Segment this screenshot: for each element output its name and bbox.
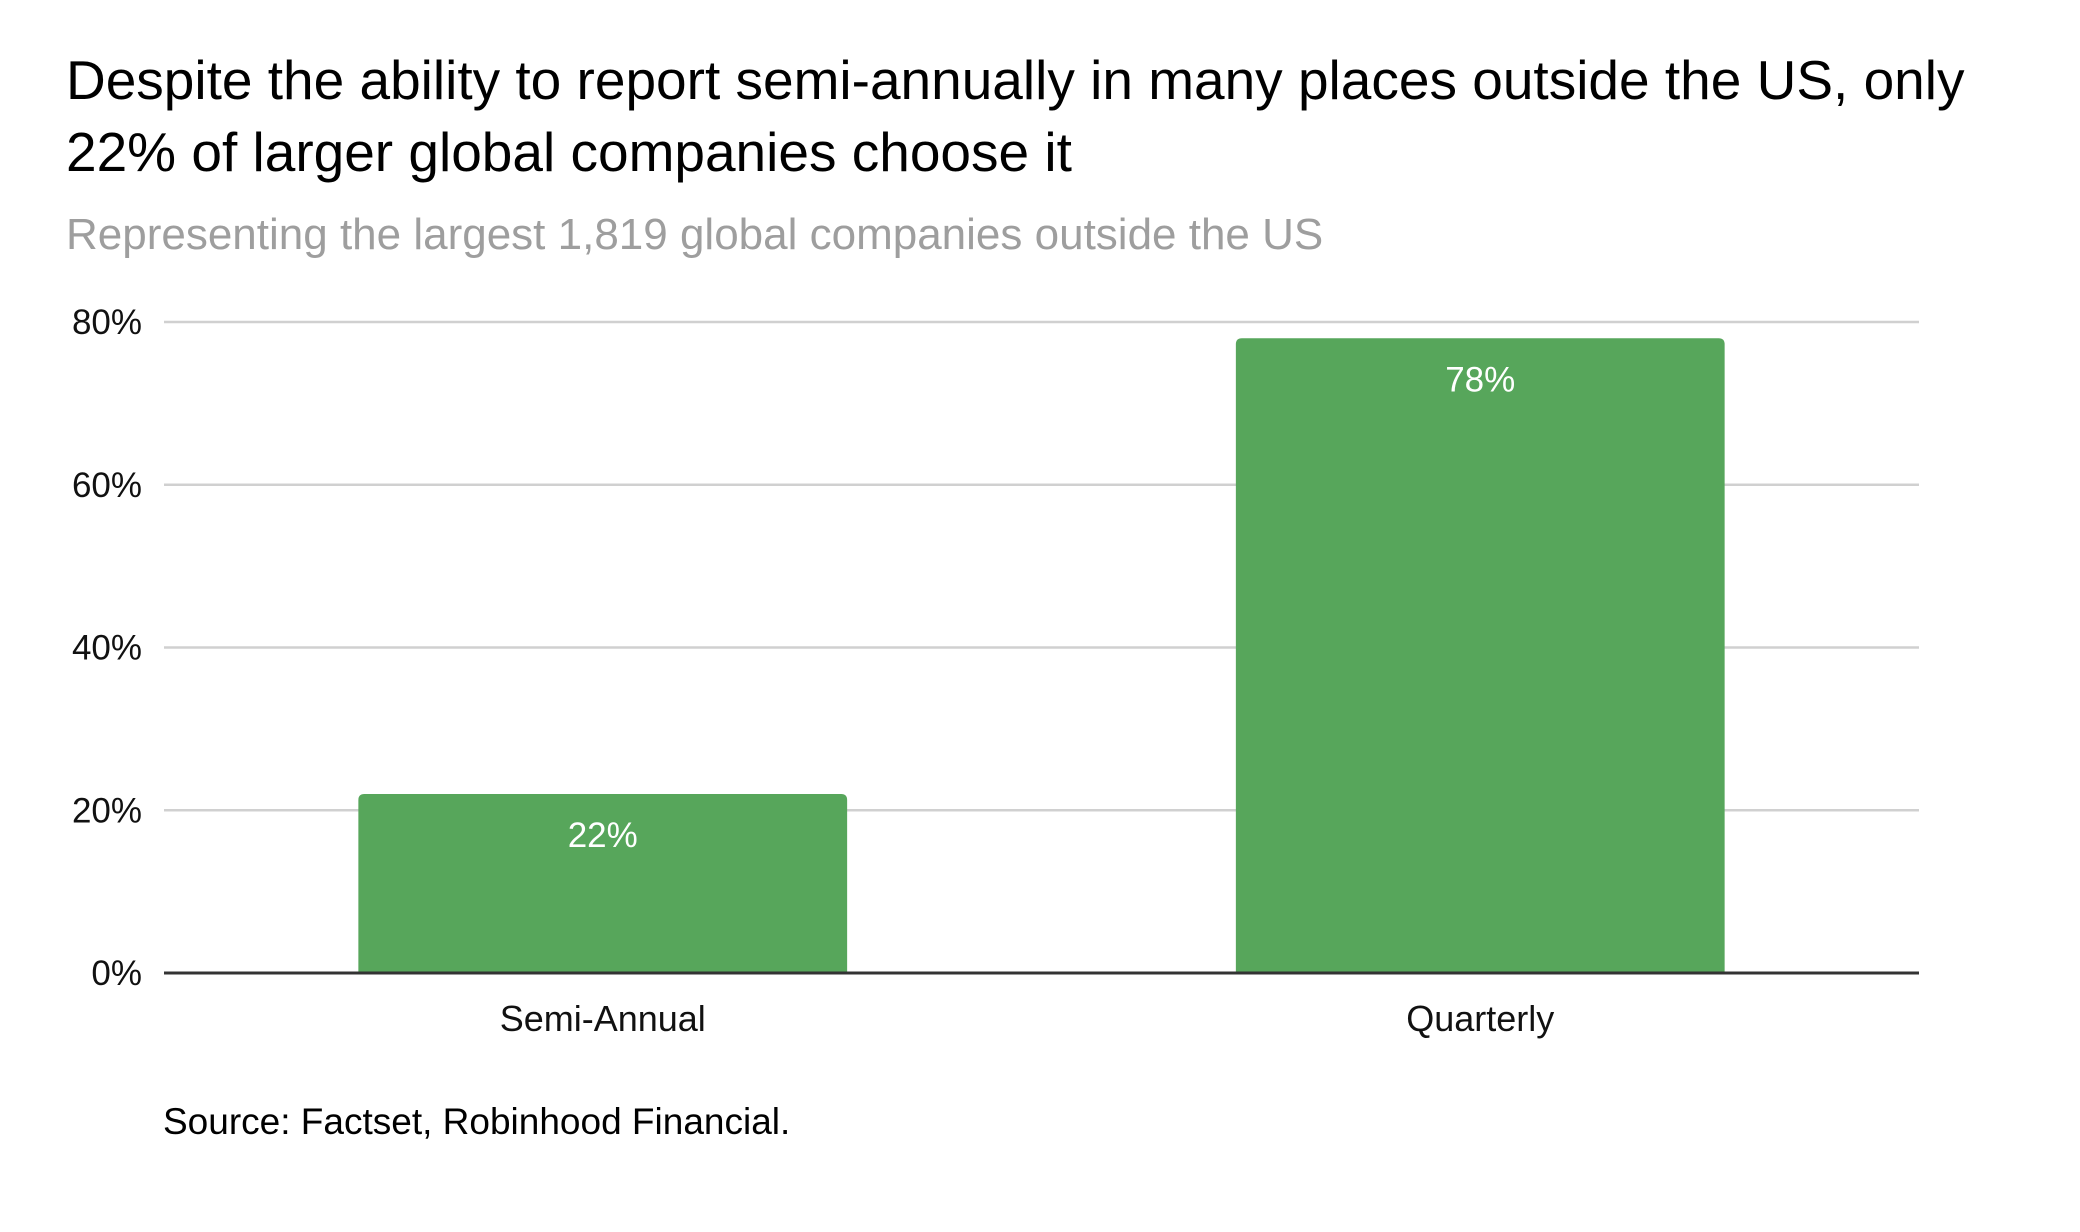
chart-title: Despite the ability to report semi-annua… [66,49,1965,183]
data-label: 22% [568,816,638,855]
y-tick-label: 60% [72,466,142,505]
data-label: 78% [1445,360,1515,399]
bars [358,338,1725,973]
y-axis-tick-labels: 0% 20% 40% 60% 80% [72,303,142,993]
x-tick-label: Semi-Annual [500,998,706,1039]
data-labels: 22% 78% [568,360,1516,855]
x-tick-label: Quarterly [1406,998,1554,1039]
bar-semi-annual [358,793,848,973]
y-tick-label: 80% [72,303,142,342]
y-tick-label: 40% [72,629,142,668]
source-note: Source: Factset, Robinhood Financial. [163,1101,791,1142]
bar-quarterly [1235,338,1725,973]
y-tick-label: 0% [91,954,142,993]
chart-subtitle: Representing the largest 1,819 global co… [66,210,1324,259]
x-axis-tick-labels: Semi-Annual Quarterly [500,998,1555,1039]
y-tick-label: 20% [72,791,142,830]
